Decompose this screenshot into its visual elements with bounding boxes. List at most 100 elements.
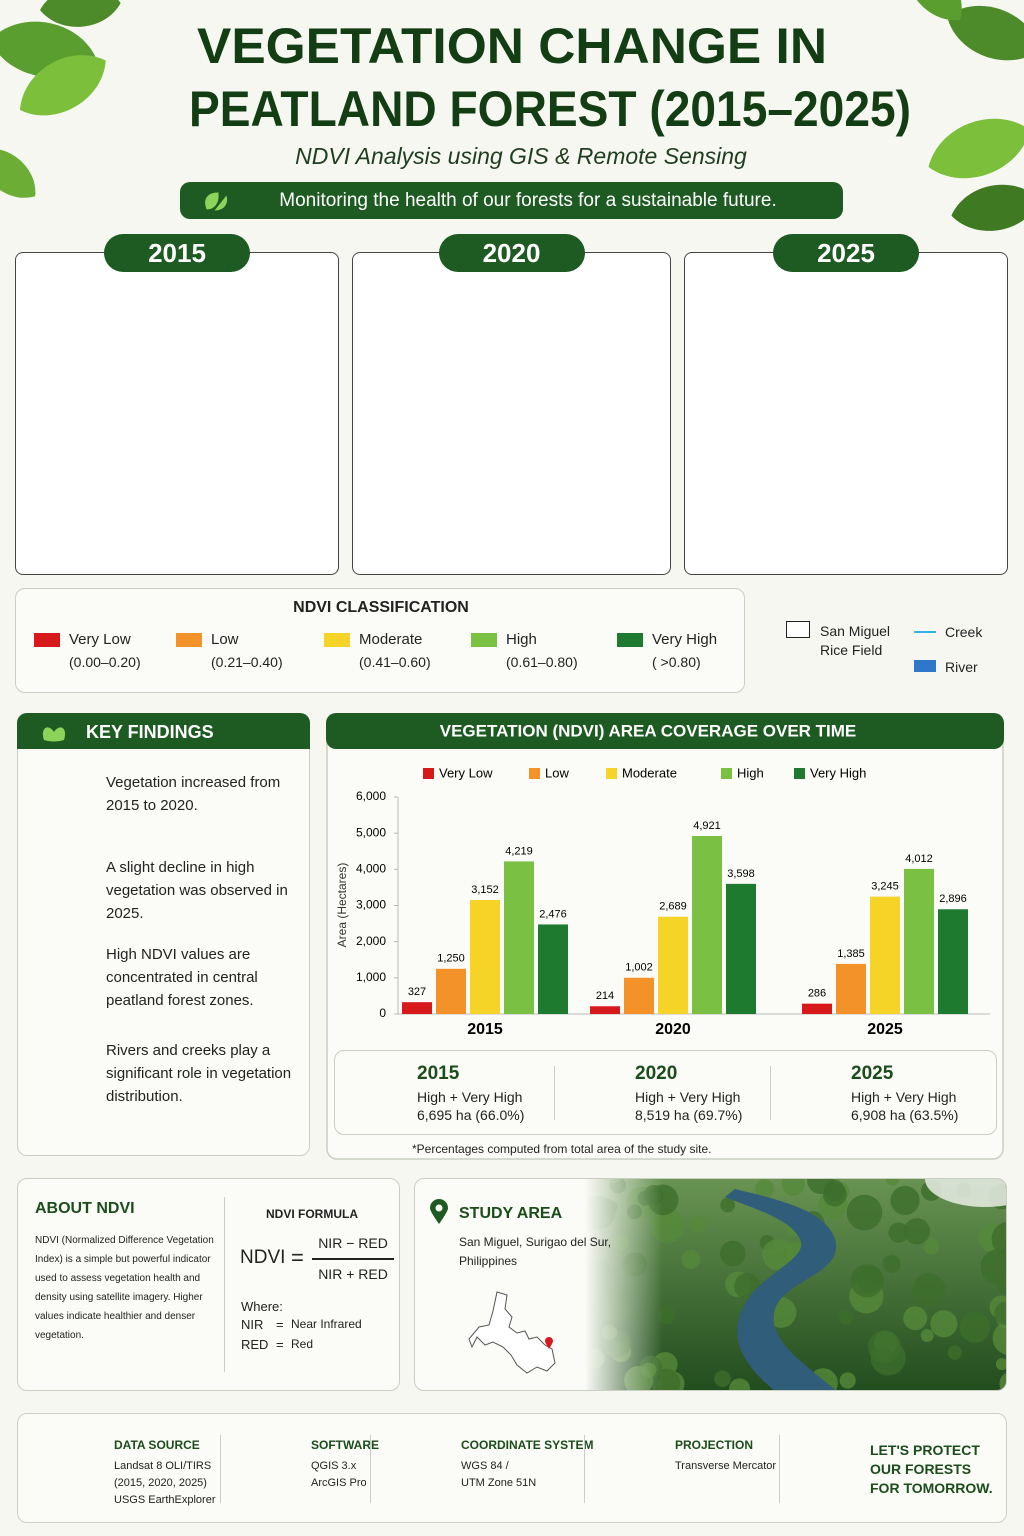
legend-swatch xyxy=(324,633,350,647)
bar xyxy=(904,868,934,1014)
study-location: San Miguel, Surigao del Sur, Philippines xyxy=(459,1235,612,1268)
footer-line: QGIS 3.x xyxy=(311,1460,357,1472)
legend-swatch xyxy=(617,633,643,647)
leaf-icon xyxy=(42,727,66,742)
legend-label: Very High xyxy=(810,765,866,780)
decor-leaf xyxy=(946,5,1024,61)
value-label: 3,152 xyxy=(471,884,499,896)
formula-title: NDVI FORMULA xyxy=(266,1207,358,1221)
y-tick-label: 5,000 xyxy=(356,825,386,839)
feature-label: Creek xyxy=(945,624,983,640)
decor-leaf xyxy=(906,0,962,21)
where: Where: xyxy=(241,1299,283,1314)
footer-divider xyxy=(370,1435,371,1503)
map-panel xyxy=(15,252,339,575)
footer-line: UTM Zone 51N xyxy=(461,1477,537,1489)
legend-label: Moderate xyxy=(359,631,423,648)
legend-label: Very High xyxy=(652,631,718,648)
finding-text: Vegetation increased from 2015 to 2020. xyxy=(106,774,281,814)
formula-equals: = xyxy=(291,1245,304,1270)
value-label: 3,245 xyxy=(871,881,899,893)
panel-header xyxy=(17,713,310,749)
value-label: 214 xyxy=(596,990,614,1002)
map-panel xyxy=(352,252,671,575)
year-pill: 2015 xyxy=(104,234,250,272)
footer-divider xyxy=(779,1435,780,1503)
summary-year: 2015 xyxy=(417,1063,460,1084)
summary-year: 2025 xyxy=(851,1063,894,1084)
summary-label: High + Very High xyxy=(635,1089,741,1105)
summary-divider xyxy=(770,1066,771,1120)
footer-title: COORDINATE SYSTEM xyxy=(461,1438,594,1452)
y-tick-label: 1,000 xyxy=(356,970,386,984)
decor-leaf xyxy=(20,55,106,116)
bar xyxy=(658,916,688,1014)
footer-line: Landsat 8 OLI/TIRS xyxy=(114,1460,212,1472)
chart: VEGETATION (NDVI) AREA COVERAGE OVER TIM… xyxy=(326,713,1004,1160)
key-findings-panel: KEY FINDINGS Vegetation increased from 2… xyxy=(17,713,310,1156)
legend-label: Moderate xyxy=(622,765,677,780)
slogan-line: FOR TOMORROW. xyxy=(870,1480,993,1496)
summary-label: High + Very High xyxy=(851,1089,957,1105)
bar xyxy=(802,1003,832,1014)
legend-label: Low xyxy=(211,631,239,648)
bar xyxy=(624,977,654,1014)
summary-value: 8,519 ha (69.7%) xyxy=(635,1107,743,1123)
footer-panel xyxy=(17,1413,1007,1523)
legend-swatch xyxy=(794,768,805,779)
rice-field-swatch xyxy=(786,621,810,638)
legend-swatch xyxy=(721,768,732,779)
value-label: 1,250 xyxy=(437,953,465,965)
banner-text: Monitoring the health of our forests for… xyxy=(279,190,776,211)
def-term: NIR xyxy=(241,1317,264,1332)
chart-header xyxy=(326,713,1004,749)
feature-label: San Miguel Rice Field xyxy=(820,623,891,658)
x-tick-label: 2025 xyxy=(867,1021,903,1038)
def-sep: = xyxy=(276,1337,284,1352)
footer-divider xyxy=(584,1435,585,1503)
bar xyxy=(836,963,866,1014)
slogan-line: OUR FORESTS xyxy=(870,1461,972,1477)
location-pin xyxy=(545,1337,553,1349)
fraction-bar xyxy=(312,1258,394,1260)
bar xyxy=(470,900,500,1014)
finding-text: High NDVI values are concentrated in cen… xyxy=(106,946,258,1009)
about-text: NDVI (Normalized Difference Vegetation I… xyxy=(35,1235,214,1341)
philippines-outline xyxy=(468,1291,556,1374)
footer-line: WGS 84 / xyxy=(461,1460,509,1472)
map-panel xyxy=(684,252,1008,575)
def-meaning: Near Infrared xyxy=(291,1317,362,1331)
value-label: 3,598 xyxy=(727,868,755,880)
locator-map xyxy=(468,1291,556,1374)
forest-photo xyxy=(585,1179,1006,1390)
chart-title: VEGETATION (NDVI) AREA COVERAGE OVER TIM… xyxy=(440,721,857,740)
y-axis-label: Area (Hectares) xyxy=(335,863,349,948)
panel-title: KEY FINDINGS xyxy=(86,722,214,742)
bar xyxy=(538,924,568,1014)
legend-panel: NDVI CLASSIFICATION Very Low (0.00–0.20) L… xyxy=(15,588,745,693)
def-meaning: Red xyxy=(291,1337,314,1351)
river-swatch xyxy=(914,660,936,672)
legend-range: (0.41–0.60) xyxy=(359,654,431,670)
divider xyxy=(224,1197,225,1372)
banner xyxy=(180,182,843,219)
finding-text: A slight decline in high vegetation was … xyxy=(106,859,288,922)
legend-range: ( >0.80) xyxy=(652,654,701,670)
legend-label: High xyxy=(737,765,764,780)
decor-leaf xyxy=(0,148,36,198)
footer-title: PROJECTION xyxy=(675,1438,754,1452)
header: VEGETATION CHANGE IN PEATLAND FOREST (20… xyxy=(180,18,911,219)
legend-label: Low xyxy=(545,765,569,780)
study-title: STUDY AREA xyxy=(459,1205,563,1222)
legend-range: (0.61–0.80) xyxy=(506,654,578,670)
footer-title: DATA SOURCE xyxy=(114,1438,200,1452)
pin-icon xyxy=(430,1199,448,1224)
value-label: 4,219 xyxy=(505,845,533,857)
creek-swatch xyxy=(914,631,936,633)
subtitle: NDVI Analysis using GIS & Remote Sensing xyxy=(295,143,747,169)
study-area-panel: STUDY AREA San Miguel, Surigao del Sur, … xyxy=(414,1178,1007,1391)
photo-fade xyxy=(585,1179,1006,1390)
legend-label: Very Low xyxy=(439,765,493,780)
x-tick-label: 2015 xyxy=(467,1021,503,1038)
